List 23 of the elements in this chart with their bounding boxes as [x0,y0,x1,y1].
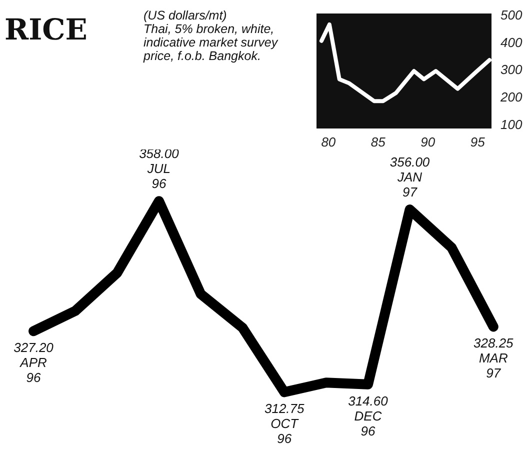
y-tick-label: 400 [500,34,523,50]
x-tick-label: 90 [420,134,436,150]
data-label: 328.25 [474,336,514,351]
text: Thai, 5% broken, white, indicative market survey price, f.o.b. Bangkok. [142,22,278,63]
x-tick-label: MAR 97 [478,350,508,381]
data-label: 312.75 [264,401,306,416]
x-tick-label: 95 [470,134,486,150]
y-tick-label: 200 [500,90,523,105]
data-label: 327.20 [14,340,54,356]
x-tick-label: APR 96 [19,355,47,386]
x-tick-label: JAN 97 [396,170,423,200]
data-label: 356.00 [390,154,430,170]
y-tick-label: 500 [500,7,523,22]
data-label: 314.60 [348,393,389,408]
x-tick-label: JUL 96 [146,161,171,192]
y-tick-label: 100 [500,116,523,132]
chart-subtitle: (US dollars/mt) [144,8,227,22]
x-tick-label: 85 [370,134,386,150]
x-tick-label: OCT 96 [270,416,300,446]
x-tick-label: 80 [321,134,336,150]
chart-title: RICE [4,12,88,46]
y-tick-label: 300 [500,62,523,78]
x-tick-label: DEC 96 [354,408,382,438]
